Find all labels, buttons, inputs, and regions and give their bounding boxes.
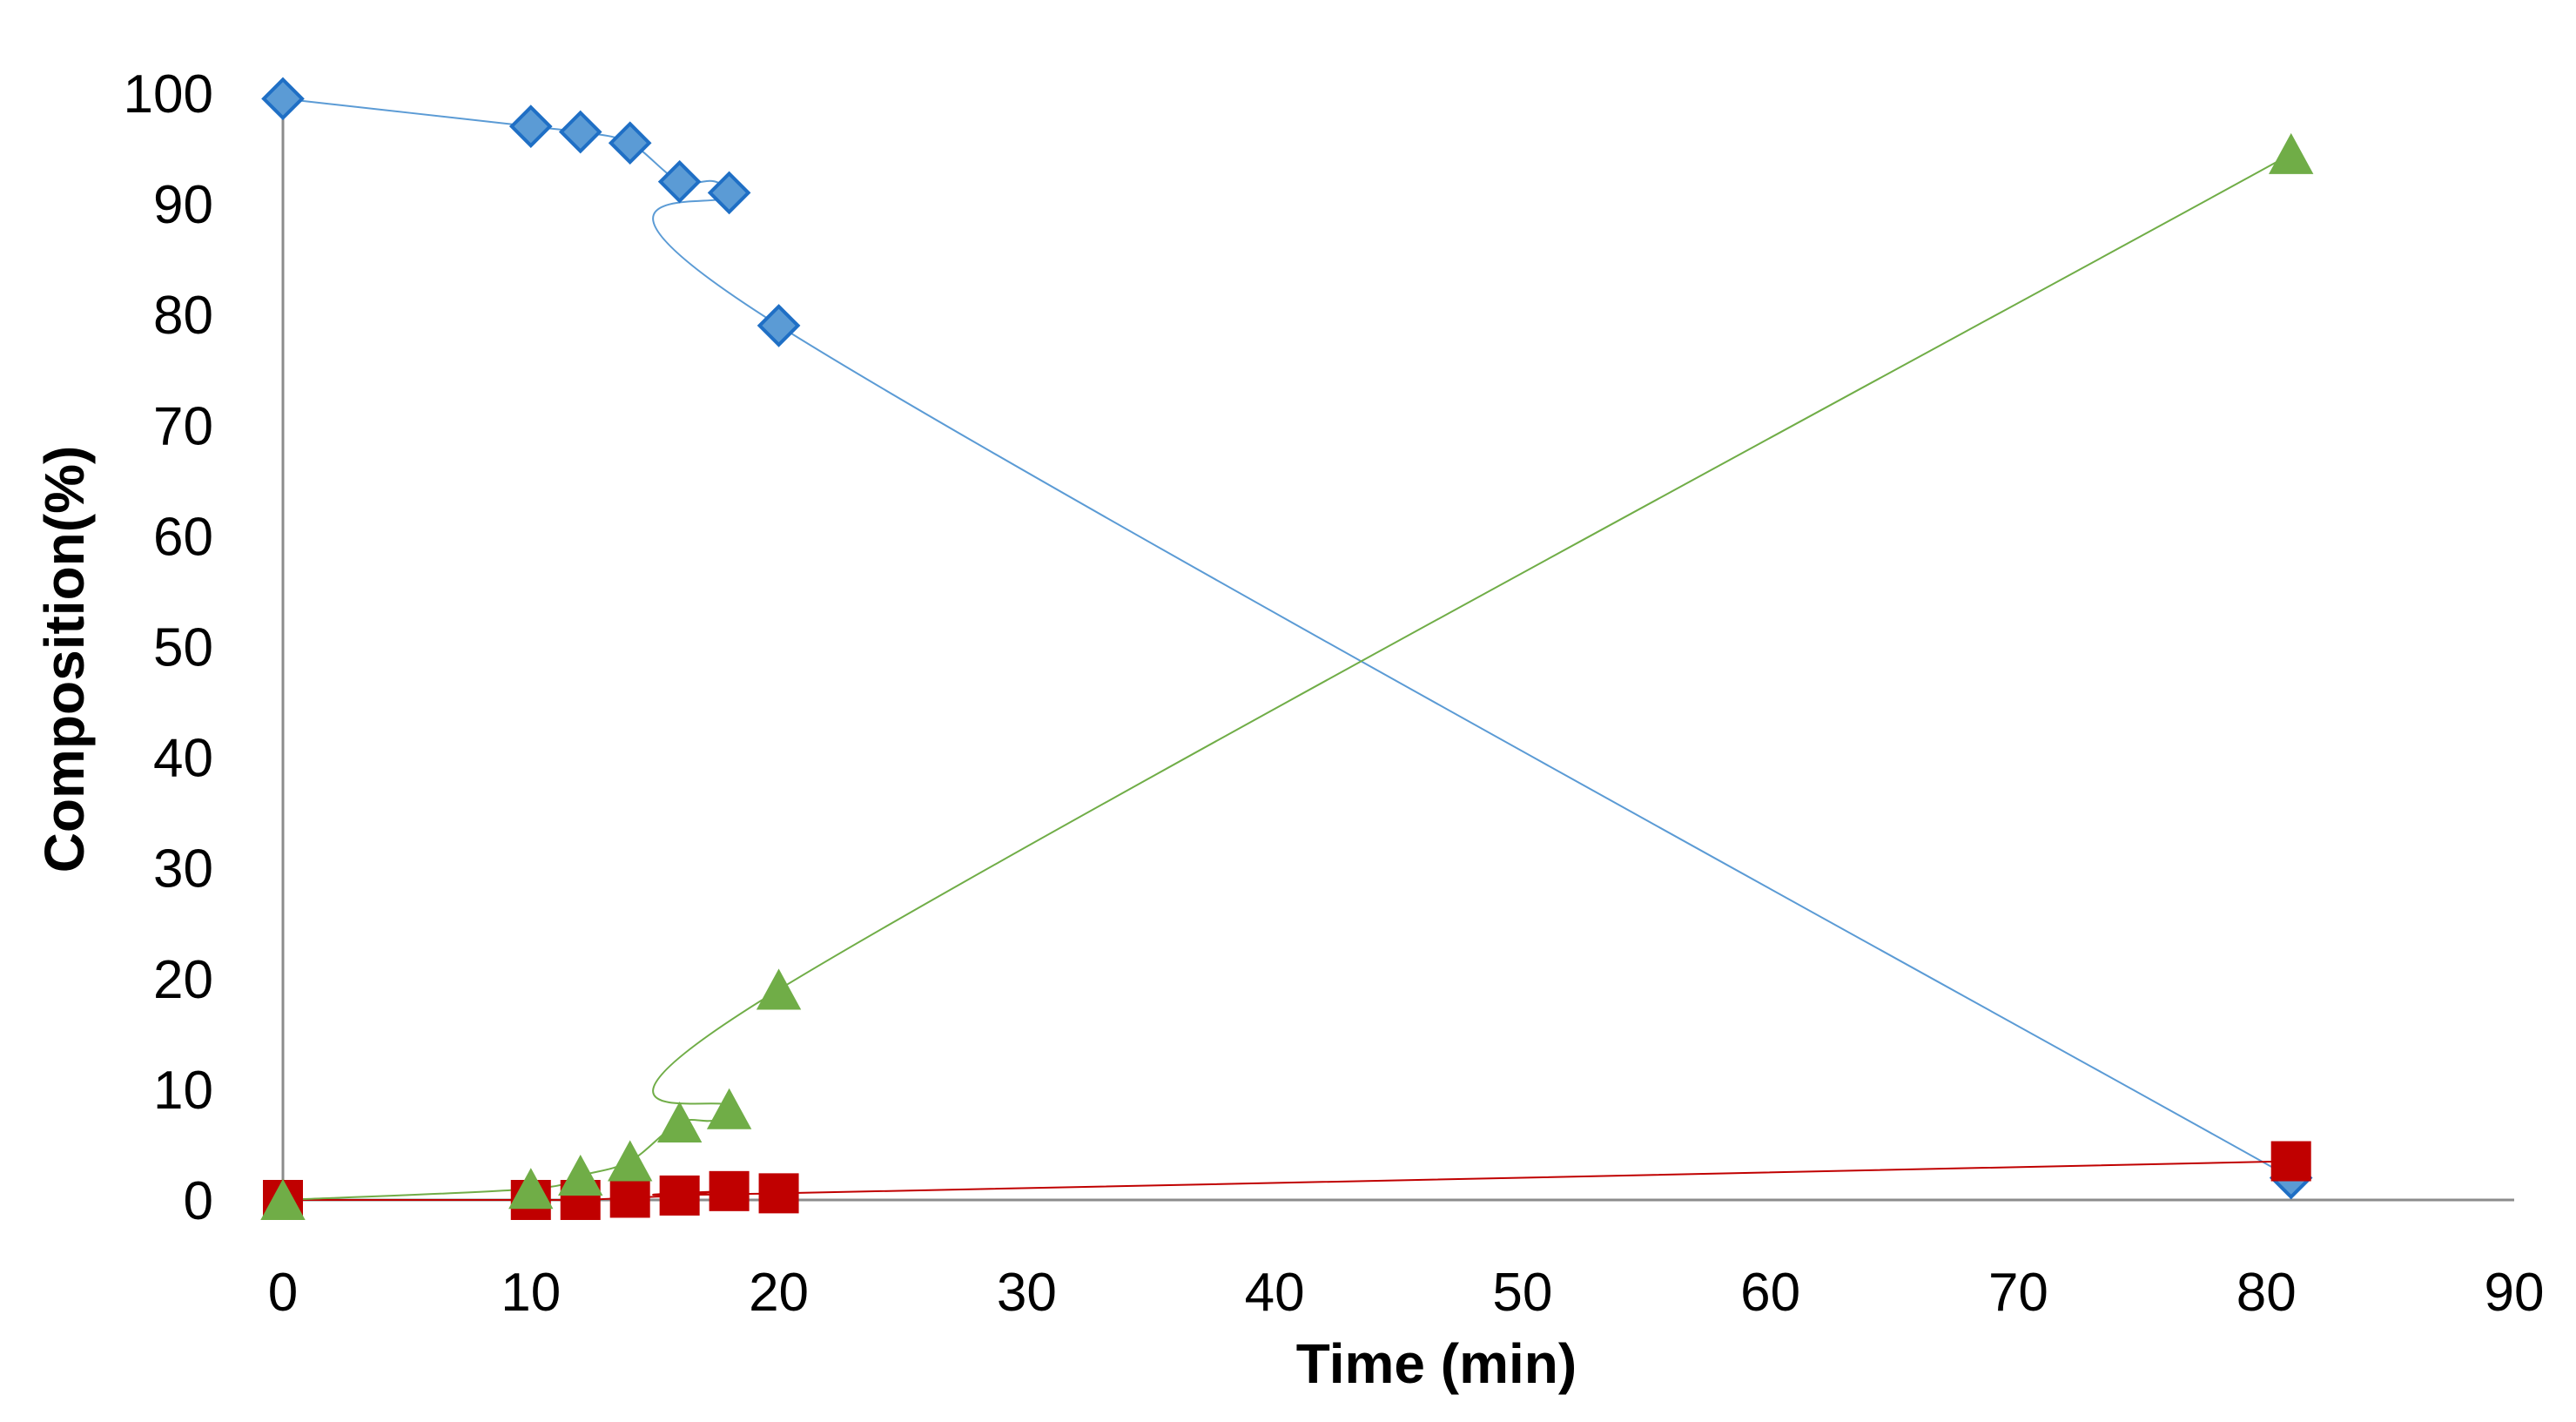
- data-point-square: [2270, 1141, 2311, 1182]
- data-point-diamond: [558, 110, 602, 154]
- data-point-triangle: [608, 1140, 653, 1182]
- data-point-triangle: [756, 968, 802, 1010]
- series-lines: [282, 98, 2292, 1202]
- x-tick-label: 50: [1492, 1263, 1552, 1323]
- data-point-triangle: [260, 1178, 306, 1220]
- data-point-diamond: [707, 171, 751, 215]
- data-point-square: [709, 1170, 750, 1211]
- tick-labels: 0 10 20 30 40 50 60 70 80 90 0 10 20 30 40 50 60 70 80 90 10…: [124, 64, 2545, 1323]
- data-point-square: [609, 1177, 650, 1218]
- series-line-2: [282, 153, 2292, 1201]
- x-tick-label: 60: [1740, 1263, 1800, 1323]
- axes: [281, 93, 2514, 1202]
- x-tick-label: 30: [997, 1263, 1057, 1323]
- x-tick-label: 40: [1245, 1263, 1305, 1323]
- data-point-triangle: [656, 1101, 703, 1143]
- y-tick-label: 40: [153, 729, 213, 789]
- y-tick-label: 50: [153, 618, 213, 678]
- y-tick-label: 30: [153, 839, 213, 900]
- y-tick-label: 0: [184, 1171, 213, 1231]
- y-tick-label: 100: [124, 64, 213, 125]
- y-tick-label: 10: [153, 1061, 213, 1121]
- data-point-square: [758, 1173, 799, 1214]
- x-axis-title: Time (min): [1296, 1332, 1577, 1395]
- series-markers: [260, 77, 2314, 1220]
- x-tick-label: 90: [2485, 1263, 2545, 1323]
- data-point-triangle: [2269, 132, 2314, 174]
- data-point-triangle: [508, 1168, 554, 1210]
- series-line-0: [282, 98, 2292, 1179]
- data-point-diamond: [261, 77, 305, 121]
- data-point-diamond: [757, 304, 801, 347]
- data-point-diamond: [508, 104, 553, 148]
- y-tick-label: 60: [153, 507, 213, 567]
- data-point-square: [659, 1175, 700, 1216]
- y-tick-label: 90: [153, 175, 213, 235]
- y-axis-title: Composition(%): [33, 446, 96, 873]
- x-tick-label: 70: [1988, 1263, 2048, 1323]
- x-tick-label: 20: [749, 1263, 809, 1323]
- data-point-triangle: [706, 1088, 752, 1129]
- x-tick-label: 10: [501, 1263, 561, 1323]
- y-tick-label: 20: [153, 950, 213, 1010]
- y-tick-label: 70: [153, 396, 213, 456]
- data-point-diamond: [608, 121, 652, 165]
- y-tick-label: 80: [153, 286, 213, 346]
- data-point-diamond: [657, 159, 702, 204]
- x-tick-label: 80: [2236, 1263, 2297, 1323]
- data-point-triangle: [558, 1154, 603, 1196]
- x-tick-label: 0: [268, 1263, 298, 1323]
